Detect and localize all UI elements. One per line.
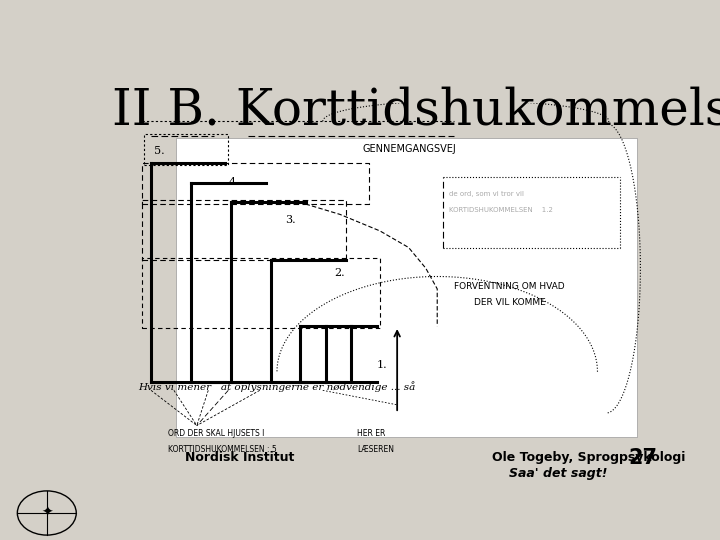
- Text: ✦: ✦: [41, 506, 53, 520]
- Text: 1.: 1.: [377, 360, 388, 369]
- Text: GENNEMGANGSVEJ: GENNEMGANGSVEJ: [363, 144, 456, 154]
- Text: KORTTIDSHUKOMMELSEN : 5: KORTTIDSHUKOMMELSEN : 5: [168, 446, 277, 455]
- Text: 5.: 5.: [154, 146, 164, 157]
- FancyBboxPatch shape: [176, 138, 637, 437]
- Text: LÆSEREN: LÆSEREN: [357, 446, 394, 455]
- Text: Nordisk Institut: Nordisk Institut: [185, 451, 294, 464]
- Text: ORD DER SKAL HJUSETS I: ORD DER SKAL HJUSETS I: [168, 429, 264, 438]
- Text: 27: 27: [629, 448, 657, 468]
- Text: II B. Korttidshukommelse: II B. Korttidshukommelse: [112, 85, 720, 135]
- Text: DER VIL KOMME: DER VIL KOMME: [474, 299, 546, 307]
- Text: Ole Togeby, Sprogpsykologi: Ole Togeby, Sprogpsykologi: [492, 451, 685, 464]
- Text: HER ER: HER ER: [357, 429, 385, 438]
- Text: KORTIDSHUKOMMELSEN    1.2: KORTIDSHUKOMMELSEN 1.2: [449, 207, 552, 213]
- Text: Hvis vi mener   at oplysningerne er nødvendige ... så: Hvis vi mener at oplysningerne er nødven…: [138, 382, 415, 393]
- Text: 3.: 3.: [286, 215, 296, 225]
- Text: 4.: 4.: [228, 178, 239, 187]
- Text: 2.: 2.: [334, 268, 345, 279]
- Text: de ord, som vi tror vil: de ord, som vi tror vil: [449, 191, 523, 197]
- Text: Saa' det sagt!: Saa' det sagt!: [510, 467, 608, 480]
- Text: FORVENTNING OM HVAD: FORVENTNING OM HVAD: [454, 282, 565, 291]
